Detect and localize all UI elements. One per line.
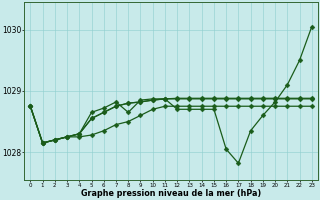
X-axis label: Graphe pression niveau de la mer (hPa): Graphe pression niveau de la mer (hPa) — [81, 189, 261, 198]
